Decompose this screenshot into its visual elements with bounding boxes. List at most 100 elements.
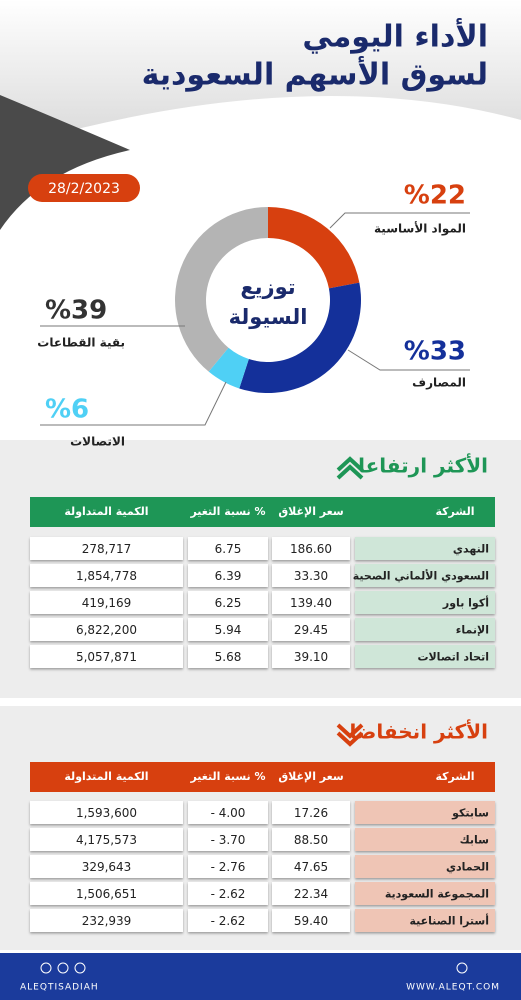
segment-name: المواد الأساسية	[374, 221, 466, 237]
cell-value: 5.94	[215, 623, 242, 637]
value-cell	[30, 645, 183, 668]
donut-center-line2: السيولة	[229, 305, 308, 329]
column-header: الشركة	[435, 770, 474, 783]
segment-name: الاتصالات	[70, 435, 125, 449]
value-cell	[30, 618, 183, 641]
company-name: أكوا باور	[442, 596, 489, 610]
segment-name: بقية القطاعات	[37, 336, 125, 350]
value-cell	[272, 537, 350, 560]
cell-value: 5.68	[215, 650, 242, 664]
company-name: الحمادي	[446, 861, 489, 874]
value-cell	[188, 801, 268, 824]
value-cell	[272, 645, 350, 668]
cell-value: 419,169	[82, 596, 132, 610]
cell-value: 47.65	[294, 860, 328, 874]
column-header: الشركة	[435, 505, 474, 518]
column-header: الكمية المتداولة	[64, 505, 148, 518]
company-cell	[355, 537, 495, 560]
cell-value: 278,717	[82, 542, 132, 556]
date: 28/2/2023	[48, 181, 120, 197]
leader-line	[347, 349, 470, 371]
value-cell	[272, 828, 350, 851]
cell-value: 5,057,871	[76, 650, 137, 664]
cell-value: 329,643	[82, 860, 132, 874]
company-name: سابك	[460, 834, 489, 847]
company-name: المجموعة السعودية	[385, 888, 489, 901]
value-cell	[188, 855, 268, 878]
cell-value: - 2.62	[211, 887, 246, 901]
cell-value: 29.45	[294, 623, 328, 637]
company-cell	[355, 564, 495, 587]
cell-value: 232,939	[82, 914, 132, 928]
value-cell	[30, 882, 183, 905]
cell-value: 88.50	[294, 833, 328, 847]
donut-segment	[208, 347, 249, 389]
donut-center-line1: توزيع	[240, 275, 295, 299]
cell-value: 1,854,778	[76, 569, 137, 583]
leader-line	[329, 212, 470, 229]
value-cell	[188, 882, 268, 905]
social-icon	[57, 962, 69, 974]
social-icon	[74, 962, 86, 974]
company-name: السعودي الألماني الصحية	[353, 569, 489, 583]
cell-value: 139.40	[290, 596, 332, 610]
cell-value: 39.10	[294, 650, 328, 664]
cell-value: 6,822,200	[76, 623, 137, 637]
social-icon	[40, 962, 52, 974]
value-cell	[272, 882, 350, 905]
company-cell	[355, 591, 495, 614]
cell-value: 17.26	[294, 806, 328, 820]
cell-value: 1,593,600	[76, 806, 137, 820]
value-cell	[30, 564, 183, 587]
column-header: نسبة التغير %	[189, 770, 265, 783]
table-header	[30, 497, 495, 527]
losers-title: الأكثر انخفاضا	[350, 719, 488, 744]
value-cell	[188, 591, 268, 614]
footer	[0, 953, 521, 1000]
segment-name: المصارف	[412, 376, 466, 390]
company-cell	[355, 645, 495, 668]
cell-value: - 2.62	[211, 914, 246, 928]
donut	[175, 207, 361, 393]
value-cell	[30, 828, 183, 851]
value-cell	[188, 645, 268, 668]
cell-value: 59.40	[294, 914, 328, 928]
cell-value: 1,506,651	[76, 887, 137, 901]
up-icon	[336, 456, 364, 472]
down-icon	[336, 723, 364, 739]
value-cell	[188, 828, 268, 851]
cell-value: 4,175,573	[76, 833, 137, 847]
header-corner	[0, 95, 130, 230]
value-cell	[272, 909, 350, 932]
company-cell	[355, 882, 495, 905]
column-header: سعر الإغلاق	[278, 770, 343, 783]
company-name: أسترا الصناعية	[409, 914, 489, 928]
company-cell	[355, 855, 495, 878]
down-icon	[336, 731, 364, 747]
company-name: اتحاد اتصالات	[417, 651, 489, 664]
date-pill	[28, 174, 140, 202]
cell-value: 22.34	[294, 887, 328, 901]
company-name: النهدي	[453, 543, 489, 556]
value-cell	[30, 855, 183, 878]
value-cell	[30, 801, 183, 824]
cell-value: - 4.00	[211, 806, 246, 820]
company-cell	[355, 801, 495, 824]
cell-value: 6.75	[215, 542, 242, 556]
value-cell	[188, 618, 268, 641]
company-name: الإنماء	[456, 624, 489, 637]
value-cell	[188, 909, 268, 932]
gainers-title: الأكثر ارتفاعا	[358, 453, 488, 478]
company-cell	[355, 909, 495, 932]
segment-value: %39	[45, 296, 107, 326]
table-header	[30, 762, 495, 792]
cell-value: - 2.76	[211, 860, 246, 874]
cell-value: 6.39	[215, 569, 242, 583]
value-cell	[272, 564, 350, 587]
donut-segment	[239, 282, 361, 393]
value-cell	[30, 909, 183, 932]
cell-value: 6.25	[215, 596, 242, 610]
footer-right: WWW.ALEQT.COM	[406, 983, 500, 993]
company-name: سابتكو	[451, 807, 489, 820]
value-cell	[30, 537, 183, 560]
